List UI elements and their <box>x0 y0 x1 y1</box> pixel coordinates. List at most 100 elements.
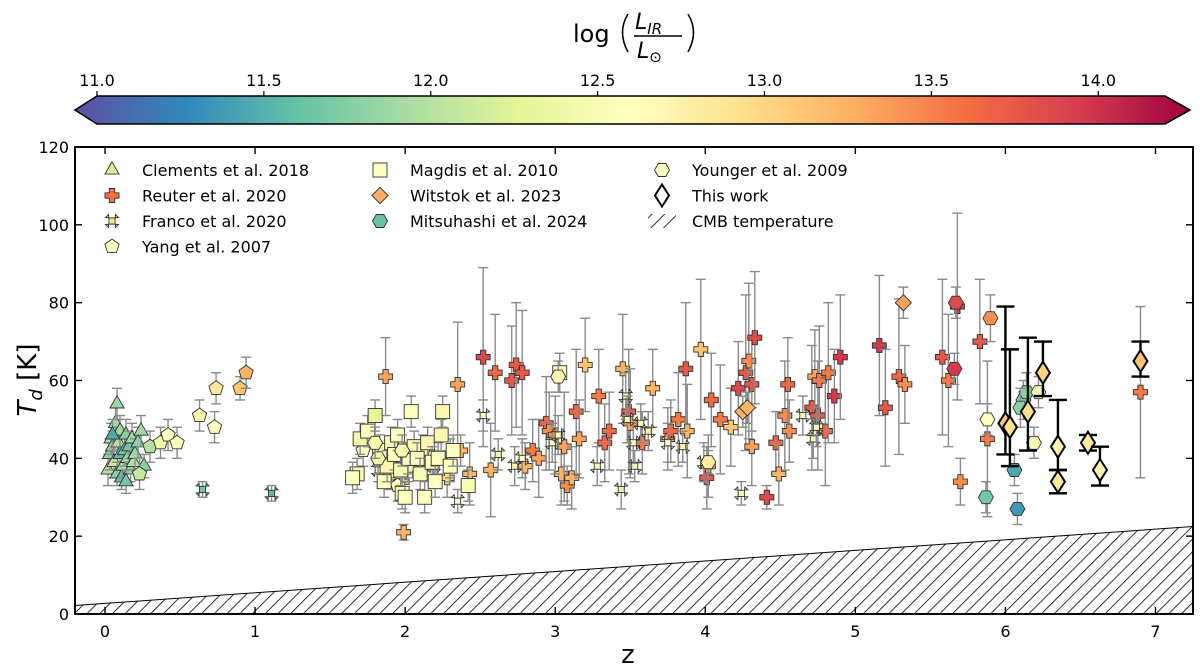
colorbar-tick-label: 12.0 <box>413 71 449 90</box>
data-point <box>475 407 491 423</box>
data-point <box>412 466 428 482</box>
x-ticks: 0 1 2 3 4 5 6 7 <box>100 147 1161 641</box>
legend-marker <box>104 213 120 229</box>
data-point <box>169 434 185 450</box>
data-point <box>738 399 757 417</box>
y-axis-label-main: T <box>13 398 43 416</box>
colorbar-paren-right <box>687 13 695 53</box>
data-point <box>808 419 824 435</box>
y-ticks: 0 20 40 60 80 100 120 <box>38 138 1193 624</box>
colorbar-denominator: L <box>637 39 649 64</box>
series-witstok-et-al-2023 <box>734 286 913 428</box>
data-point <box>191 407 208 423</box>
data-point <box>109 394 125 409</box>
legend: Clements et al. 2018 Reuter et al. 2020 Fr… <box>104 160 848 257</box>
colorbar-tick-label: 12.5 <box>580 71 616 90</box>
data-point <box>378 369 394 385</box>
series-this-work <box>996 305 1150 495</box>
data-point <box>396 524 412 540</box>
data-point <box>627 458 643 474</box>
y-axis-label-unit: [K] <box>13 344 43 390</box>
data-point <box>670 411 686 427</box>
colorbar-gradient <box>73 95 1192 125</box>
legend-item-magdis-et-al-2010: Magdis et al. 2010 <box>372 161 558 180</box>
data-point <box>619 411 635 427</box>
data-point <box>795 407 811 423</box>
legend-marker <box>104 238 120 254</box>
data-point <box>264 485 280 501</box>
legend-label: Reuter et al. 2020 <box>142 187 287 206</box>
data-point <box>897 376 913 392</box>
data-point <box>1049 468 1067 495</box>
colorbar-denominator-sub: ⊙ <box>649 48 662 66</box>
data-point <box>450 493 466 509</box>
data-point <box>1132 348 1149 374</box>
data-point <box>550 369 567 384</box>
x-tick-label: 2 <box>400 622 410 641</box>
data-point <box>556 439 572 455</box>
data-point <box>979 431 995 447</box>
y-tick-label: 100 <box>38 216 69 235</box>
data-point <box>982 311 999 326</box>
data-point <box>450 376 466 392</box>
y-tick-label: 40 <box>49 449 69 468</box>
data-point <box>483 462 499 478</box>
data-point <box>571 431 587 447</box>
data-point <box>811 373 827 388</box>
legend-marker <box>372 162 388 178</box>
plot-area: 0 1 2 3 4 5 6 7 0 20 40 60 80 100 120 <box>38 138 1194 641</box>
x-tick-label: 1 <box>250 622 260 641</box>
data-point <box>1009 501 1026 516</box>
series-younger-et-al-2009 <box>367 360 1047 475</box>
series-layer <box>100 212 1150 541</box>
data-point <box>700 455 717 470</box>
data-point <box>487 365 503 381</box>
data-point <box>160 426 176 442</box>
x-axis-label: z <box>621 640 635 665</box>
data-point <box>1034 359 1052 386</box>
data-point <box>871 338 887 353</box>
x-tick-label: 4 <box>700 622 710 641</box>
legend-item-franco-et-al-2020: Franco et al. 2020 <box>104 212 287 231</box>
colorbar-tick-label: 14.0 <box>1080 71 1116 90</box>
data-point <box>934 349 950 365</box>
data-point <box>660 435 676 451</box>
data-point <box>952 474 968 490</box>
colorbar-tick-label: 11.5 <box>246 71 282 90</box>
series-mitsuhashi-et-al-2024 <box>946 286 1035 526</box>
data-point <box>759 489 775 505</box>
data-point <box>640 423 656 439</box>
data-point <box>403 404 419 420</box>
data-point <box>947 295 964 310</box>
data-point <box>490 446 506 462</box>
plot-frame-bg <box>75 147 1193 614</box>
data-point <box>577 357 593 373</box>
data-point <box>1133 384 1148 400</box>
y-tick-label: 20 <box>49 527 69 546</box>
y-tick-label: 120 <box>38 138 69 157</box>
legend-item-this-work: This work <box>653 182 769 209</box>
data-point <box>550 427 566 443</box>
data-point <box>1079 429 1097 456</box>
data-point <box>514 450 530 466</box>
data-point <box>972 334 988 350</box>
data-point <box>894 293 913 312</box>
data-point <box>747 330 763 346</box>
y-tick-label: 0 <box>59 605 69 624</box>
x-tick-label: 7 <box>1150 622 1160 641</box>
data-point <box>367 408 383 423</box>
legend-marker <box>653 163 671 177</box>
data-point <box>1025 435 1042 450</box>
data-point <box>703 392 719 408</box>
data-point <box>591 388 607 404</box>
data-point <box>367 435 384 450</box>
legend-marker <box>653 182 671 209</box>
data-point <box>730 380 746 396</box>
legend-label: Mitsuhashi et al. 2024 <box>410 212 587 231</box>
legend-item-mitsuhashi-et-al-2024: Mitsuhashi et al. 2024 <box>371 212 587 231</box>
data-point <box>712 411 728 427</box>
data-point <box>131 465 148 481</box>
data-point <box>877 400 893 416</box>
data-point <box>820 365 836 381</box>
